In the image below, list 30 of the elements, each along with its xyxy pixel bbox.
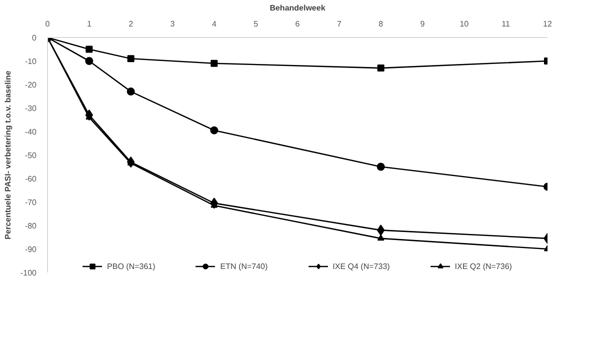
y-tick-label: 0	[32, 34, 38, 42]
y-axis-title: Percentuele PASI- verbetering t.o.v. baseline	[3, 70, 12, 240]
x-tick-label: 12	[543, 20, 552, 28]
y-tick-label: -10	[24, 57, 38, 66]
x-axis-title: Behandelweek	[270, 4, 326, 12]
x-tick-label: 8	[378, 20, 384, 28]
x-tick-label: 0	[45, 20, 50, 28]
x-tick-label: 5	[254, 20, 259, 28]
legend-label: IXE Q2 (N=736)	[454, 260, 512, 272]
x-tick-label: 2	[128, 20, 134, 28]
y-tick-label: -50	[24, 151, 38, 160]
y-tick-label: -20	[24, 80, 38, 90]
y-tick-label: -70	[24, 198, 38, 207]
y-tick-label: -30	[24, 104, 38, 113]
y-tick-label: -90	[24, 245, 38, 254]
legend-label: IXE Q4 (N=733)	[332, 260, 390, 272]
y-tick-label: -40	[24, 128, 38, 136]
y-tick-label: -80	[24, 222, 38, 230]
legend-label: ETN (N=740)	[220, 260, 268, 272]
x-tick-label: 10	[460, 20, 470, 28]
x-tick-label: 7	[336, 20, 342, 28]
x-tick-label: 9	[420, 20, 426, 28]
x-tick-label: 6	[295, 20, 300, 28]
x-tick-label: 4	[212, 20, 217, 28]
x-tick-label: 11	[502, 20, 511, 28]
legend-label: PBO (N=361)	[107, 260, 156, 272]
x-tick-label: 1	[86, 20, 92, 28]
y-tick-label: -60	[24, 174, 38, 184]
x-tick-label: 3	[170, 20, 176, 28]
y-tick-label: -100	[20, 268, 38, 278]
